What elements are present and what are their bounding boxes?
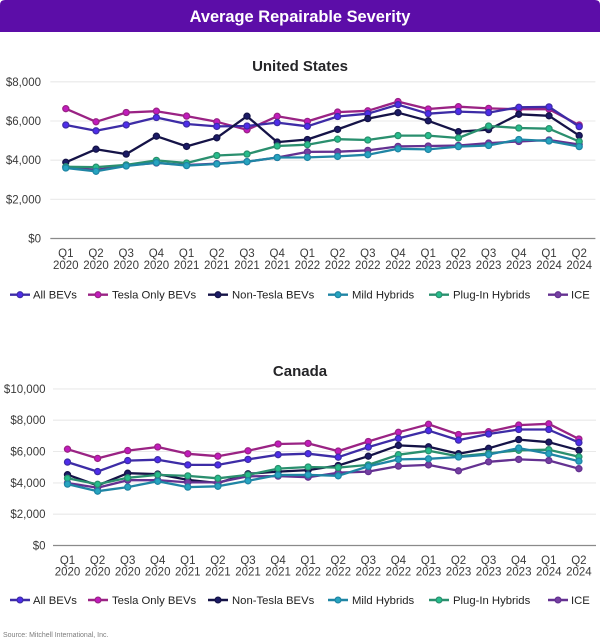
- svg-text:2023: 2023: [416, 567, 442, 579]
- svg-text:Source: Mitchell International: Source: Mitchell International, Inc.: [3, 632, 108, 639]
- svg-text:2022: 2022: [355, 260, 381, 272]
- svg-text:$8,000: $8,000: [6, 77, 41, 89]
- svg-text:2022: 2022: [356, 567, 382, 579]
- svg-text:$6,000: $6,000: [6, 116, 41, 128]
- svg-text:Plug-In Hybrids: Plug-In Hybrids: [453, 290, 531, 302]
- svg-text:Q3: Q3: [120, 555, 135, 567]
- svg-text:Q4: Q4: [511, 555, 527, 567]
- svg-text:$4,000: $4,000: [6, 155, 41, 167]
- svg-text:2021: 2021: [264, 260, 290, 272]
- svg-text:2020: 2020: [145, 567, 171, 579]
- svg-text:Mild Hybrids: Mild Hybrids: [352, 595, 414, 607]
- svg-text:Mild Hybrids: Mild Hybrids: [352, 290, 414, 302]
- svg-text:Plug-In Hybrids: Plug-In Hybrids: [453, 595, 531, 607]
- svg-text:Q3: Q3: [240, 555, 255, 567]
- svg-text:2021: 2021: [174, 260, 200, 272]
- svg-text:Q1: Q1: [300, 248, 315, 260]
- svg-text:2022: 2022: [385, 260, 411, 272]
- svg-text:Q1: Q1: [300, 555, 315, 567]
- svg-text:2021: 2021: [175, 567, 201, 579]
- svg-text:2022: 2022: [325, 260, 351, 272]
- svg-text:$2,000: $2,000: [6, 194, 41, 206]
- svg-text:Q2: Q2: [571, 555, 586, 567]
- svg-text:2024: 2024: [566, 567, 592, 579]
- svg-text:Non-Tesla BEVs: Non-Tesla BEVs: [232, 290, 315, 302]
- svg-text:Q1: Q1: [421, 248, 436, 260]
- svg-text:Q3: Q3: [119, 248, 134, 260]
- svg-text:Tesla Only BEVs: Tesla Only BEVs: [112, 595, 196, 607]
- svg-text:2020: 2020: [113, 260, 139, 272]
- svg-text:2020: 2020: [85, 567, 111, 579]
- svg-text:Q1: Q1: [60, 555, 75, 567]
- svg-text:2021: 2021: [234, 260, 260, 272]
- svg-text:2023: 2023: [476, 567, 502, 579]
- svg-text:Q3: Q3: [361, 555, 376, 567]
- svg-text:ICE: ICE: [571, 595, 590, 607]
- svg-text:Q4: Q4: [270, 248, 286, 260]
- svg-text:Q1: Q1: [179, 248, 194, 260]
- svg-text:2024: 2024: [536, 260, 562, 272]
- svg-text:2021: 2021: [205, 567, 231, 579]
- svg-text:Q1: Q1: [180, 555, 195, 567]
- svg-text:All BEVs: All BEVs: [33, 290, 77, 302]
- svg-text:2024: 2024: [536, 567, 562, 579]
- svg-text:Q2: Q2: [451, 555, 466, 567]
- svg-text:Q4: Q4: [391, 555, 407, 567]
- svg-text:Canada: Canada: [273, 363, 328, 380]
- svg-text:Q1: Q1: [421, 555, 436, 567]
- svg-text:2023: 2023: [506, 567, 532, 579]
- svg-text:2022: 2022: [295, 567, 321, 579]
- svg-text:ICE: ICE: [571, 290, 590, 302]
- svg-text:2020: 2020: [55, 567, 81, 579]
- svg-text:Q2: Q2: [331, 555, 346, 567]
- svg-text:Average Repairable Severity: Average Repairable Severity: [190, 8, 412, 26]
- svg-text:Q4: Q4: [511, 248, 527, 260]
- svg-text:$0: $0: [28, 234, 41, 246]
- svg-text:Q3: Q3: [360, 248, 375, 260]
- svg-text:$10,000: $10,000: [4, 384, 46, 396]
- svg-text:Q2: Q2: [330, 248, 345, 260]
- svg-text:2024: 2024: [566, 260, 592, 272]
- svg-text:Q2: Q2: [572, 248, 587, 260]
- svg-text:2021: 2021: [235, 567, 261, 579]
- svg-text:All BEVs: All BEVs: [33, 595, 77, 607]
- svg-text:$4,000: $4,000: [10, 478, 45, 490]
- svg-text:2020: 2020: [144, 260, 170, 272]
- svg-text:2023: 2023: [446, 567, 472, 579]
- svg-text:Q1: Q1: [58, 248, 73, 260]
- svg-text:Q3: Q3: [239, 248, 254, 260]
- svg-text:2021: 2021: [265, 567, 291, 579]
- svg-text:2023: 2023: [506, 260, 532, 272]
- svg-text:Tesla Only BEVs: Tesla Only BEVs: [112, 290, 196, 302]
- svg-text:2022: 2022: [325, 567, 351, 579]
- svg-text:Q2: Q2: [209, 248, 224, 260]
- svg-text:Q4: Q4: [149, 248, 165, 260]
- svg-text:Q2: Q2: [88, 248, 103, 260]
- svg-text:Q4: Q4: [150, 555, 166, 567]
- svg-text:2022: 2022: [295, 260, 321, 272]
- svg-text:Q1: Q1: [541, 555, 556, 567]
- svg-text:2020: 2020: [53, 260, 79, 272]
- svg-text:Q2: Q2: [90, 555, 105, 567]
- svg-text:2023: 2023: [415, 260, 441, 272]
- svg-text:$8,000: $8,000: [10, 415, 45, 427]
- svg-text:2020: 2020: [115, 567, 141, 579]
- svg-text:$0: $0: [33, 541, 46, 553]
- svg-text:2022: 2022: [386, 567, 412, 579]
- svg-text:$6,000: $6,000: [10, 447, 45, 459]
- svg-text:Q2: Q2: [451, 248, 466, 260]
- svg-text:Q4: Q4: [390, 248, 406, 260]
- svg-text:Q3: Q3: [481, 248, 496, 260]
- svg-text:Q4: Q4: [270, 555, 286, 567]
- svg-text:Non-Tesla BEVs: Non-Tesla BEVs: [232, 595, 315, 607]
- svg-text:Q3: Q3: [481, 555, 496, 567]
- svg-text:United States: United States: [252, 58, 348, 75]
- svg-text:2023: 2023: [446, 260, 472, 272]
- svg-text:$2,000: $2,000: [10, 509, 45, 521]
- svg-text:Q2: Q2: [210, 555, 225, 567]
- svg-text:2023: 2023: [476, 260, 502, 272]
- svg-text:2020: 2020: [83, 260, 109, 272]
- svg-text:Q1: Q1: [541, 248, 556, 260]
- svg-text:2021: 2021: [204, 260, 230, 272]
